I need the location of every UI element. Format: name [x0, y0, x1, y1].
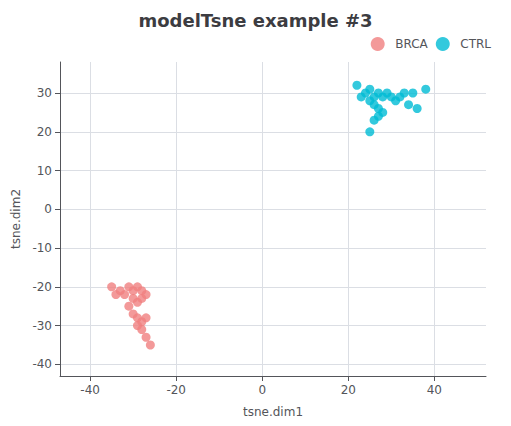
svg-text:20: 20 [37, 125, 52, 139]
svg-text:tsne.dim1: tsne.dim1 [243, 405, 303, 419]
svg-text:CTRL: CTRL [460, 37, 491, 51]
svg-text:-20: -20 [166, 383, 186, 397]
svg-text:10: 10 [37, 164, 52, 178]
svg-text:modelTsne example #3: modelTsne example #3 [138, 10, 372, 31]
svg-text:20: 20 [341, 383, 356, 397]
svg-text:-40: -40 [32, 357, 52, 371]
svg-text:30: 30 [37, 86, 52, 100]
svg-text:0: 0 [258, 383, 266, 397]
svg-text:-20: -20 [32, 280, 52, 294]
svg-text:40: 40 [427, 383, 442, 397]
svg-text:-30: -30 [32, 319, 52, 333]
svg-text:0: 0 [44, 202, 52, 216]
svg-text:tsne.dim2: tsne.dim2 [9, 189, 23, 249]
svg-text:-10: -10 [32, 241, 52, 255]
svg-text:-40: -40 [80, 383, 100, 397]
svg-text:BRCA: BRCA [395, 37, 428, 51]
